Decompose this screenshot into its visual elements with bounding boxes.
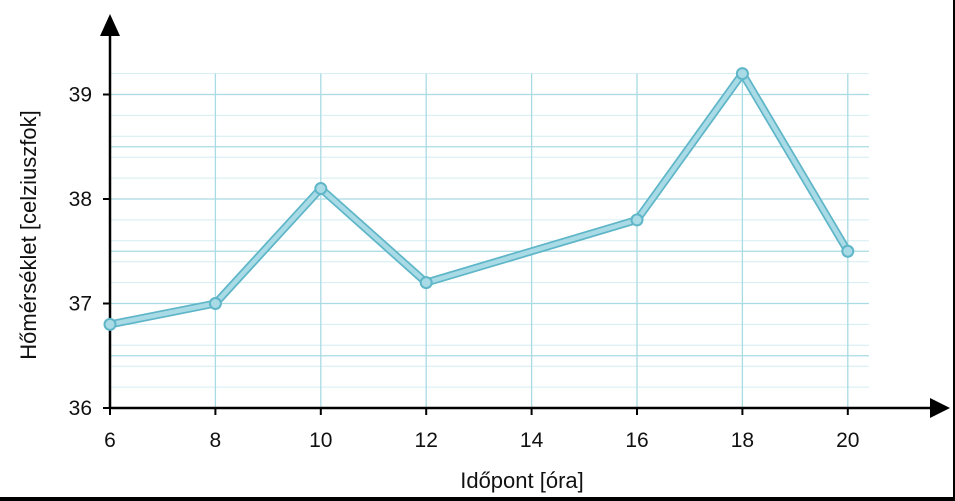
y-tick-label: 37 [69, 293, 92, 316]
data-point [630, 213, 644, 227]
y-tick-label: 39 [69, 84, 92, 107]
x-tick-label: 18 [731, 429, 754, 452]
data-point [103, 317, 117, 331]
y-axis-title: Hőmérséklet [celziuszfok] [16, 110, 41, 359]
tick-labels: 6 8 10 12 14 16 18 20 36 37 38 39 [69, 84, 860, 453]
x-axis-arrow-icon [930, 398, 950, 418]
data-point [841, 244, 855, 258]
data-point [419, 276, 433, 290]
series [103, 67, 855, 331]
x-tick-label: 16 [625, 429, 648, 452]
y-axis-arrow-icon [100, 14, 120, 36]
grid [110, 73, 869, 408]
x-tick-label: 20 [836, 429, 859, 452]
axes [100, 14, 950, 418]
y-tick-label: 38 [69, 188, 92, 211]
x-tick-label: 6 [104, 429, 116, 452]
x-tick-label: 12 [415, 429, 438, 452]
x-tick-label: 8 [210, 429, 222, 452]
data-point [208, 297, 222, 310]
data-point [314, 182, 328, 196]
x-tick-label: 10 [309, 429, 332, 452]
x-tick-label: 14 [520, 429, 544, 452]
data-point [735, 67, 749, 81]
x-axis-title: Időpont [óra] [460, 468, 584, 493]
y-tick-label: 36 [69, 397, 92, 420]
